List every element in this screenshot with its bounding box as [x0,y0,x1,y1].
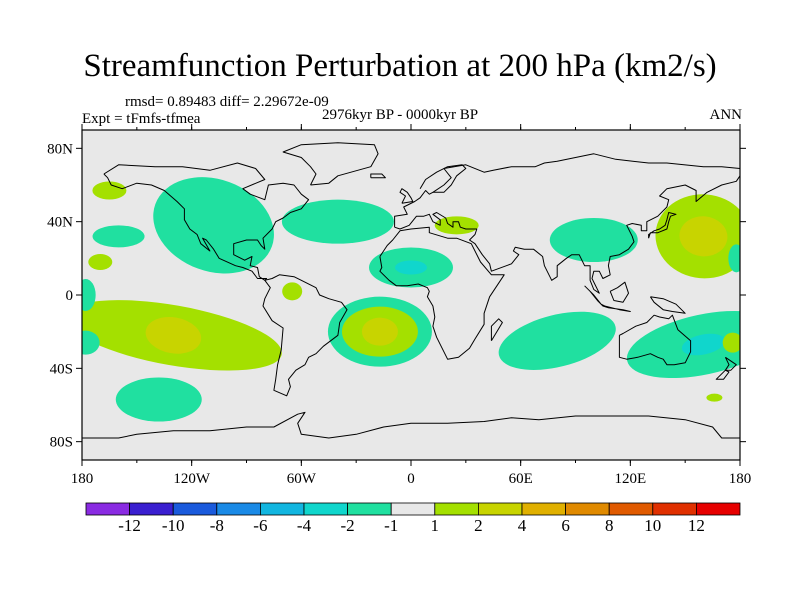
colorbar-label: 2 [474,516,483,535]
colorbar-swatch [608,502,654,516]
edge-anomaly [706,393,723,402]
equatorial-america-high-anomaly [282,282,303,301]
indonesia-coast [584,285,631,312]
colorbar-swatch [216,502,261,516]
edge-anomaly [722,332,740,353]
south-america-coast [262,274,348,397]
colorbar-swatch [347,502,392,516]
edge-anomaly [82,279,96,311]
y-tick-label: 40N [47,215,73,231]
colorbar-swatch [172,502,218,516]
south-pacific-high-anomaly [82,300,282,371]
colorbar-label: -4 [296,516,312,535]
season-label: ANN [709,107,743,123]
page-title: Streamfunction Perturbation at 200 hPa (… [83,48,717,84]
y-tick-label: 0 [66,288,74,304]
east-asia-coast [394,175,740,294]
antarctica-coast [82,411,740,439]
x-tick-label: 120W [173,471,211,487]
west-pacific-low-anomaly [92,225,145,248]
colorbar [85,502,741,516]
colorbar-label: -1 [384,516,399,535]
x-tick-label: 60W [287,471,317,487]
south-indian-low-anomaly [498,311,616,370]
x-tick-label: 120E [614,471,646,487]
colorbar-swatch [521,502,566,516]
colorbar-label: 12 [687,516,705,535]
colorbar-swatch [303,502,348,516]
stats-line: rmsd= 0.89483 diff= 2.29672e-09 [125,94,329,110]
edge-anomaly [82,330,100,355]
x-tick-label: 180 [729,471,752,487]
south-atlantic-high-anomaly [327,296,432,367]
eurasia-coast [394,153,740,228]
colorbar-label: 10 [644,516,662,535]
new-zealand-south-coast [715,369,730,380]
edge-anomaly [88,254,113,270]
colorbar-label: -8 [209,516,224,535]
britain-coast [399,188,414,204]
colorbar-swatch [434,502,479,516]
colorbar-swatch [652,502,697,516]
x-tick-label: 60E [509,471,533,487]
colorbar-label: -2 [340,516,355,535]
mediterranean-high-anomaly [434,216,479,235]
north-america-coast [103,162,310,281]
colorbar-label: 4 [517,516,527,535]
borneo-coast [609,281,629,303]
period-label: 2976kyr BP - 0000kyr BP [322,107,479,123]
colorbar-label: 6 [561,516,570,535]
colorbar-swatch [85,502,130,516]
australia-coast [618,314,692,366]
colorbar-label: -12 [118,516,141,535]
edge-anomaly [728,244,740,273]
iceland-coast [370,173,386,179]
asia-low-anomaly [549,218,638,262]
y-tick-label: 40S [50,361,73,377]
colorbar-swatch [477,502,523,516]
north-atlantic-low-anomaly [281,199,394,244]
colorbar-label: -10 [161,516,185,535]
new-zealand-coast [724,356,737,371]
alaska-high-anomaly [92,181,127,200]
madagascar-coast [490,318,503,342]
new-guinea-coast [649,296,686,314]
experiment-label: Expt = tFmfs-tfmea [82,111,201,127]
y-tick-label: 80S [50,435,73,451]
y-tick-label: 80N [47,141,73,157]
japan-coast [648,212,677,239]
greenland-coast [282,142,379,186]
colorbar-swatch [129,502,174,516]
southern-ocean-low-anomaly [115,377,202,422]
east-asia-high-anomaly [655,194,740,279]
colorbar-label: 1 [430,516,440,535]
tropical-atlantic-low-anomaly [369,247,453,288]
scandinavia-coast [419,164,467,193]
x-tick-label: 180 [71,471,94,487]
colorbar-swatch [259,502,305,516]
colorbar-swatch [565,502,610,516]
colorbar-swatch [390,502,436,516]
north-america-low-anomaly [153,177,274,274]
x-tick-label: 0 [407,471,415,487]
africa-coast [379,226,505,360]
colorbar-label: 8 [604,516,614,535]
colorbar-swatch [696,502,741,516]
colorbar-label: -6 [253,516,268,535]
